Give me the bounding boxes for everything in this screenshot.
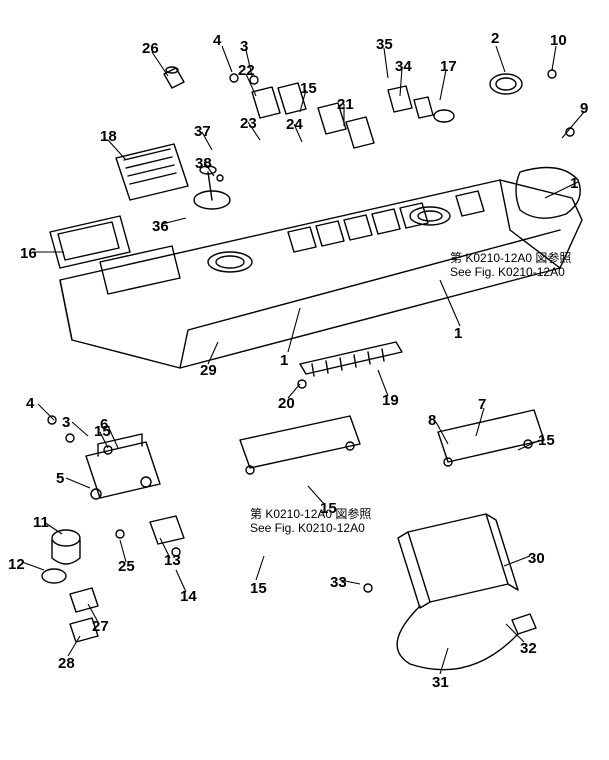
callout-15: 15 bbox=[250, 580, 267, 597]
callout-24: 24 bbox=[286, 116, 303, 133]
callout-13: 13 bbox=[164, 552, 181, 569]
callout-28: 28 bbox=[58, 655, 75, 672]
ref-fig-lower-jp: 第 K0210-12A0 図参照 bbox=[250, 507, 371, 521]
ref-fig-right-en: See Fig. K0210-12A0 bbox=[450, 265, 565, 279]
exploded-diagram-art bbox=[0, 0, 609, 760]
callout-23: 23 bbox=[240, 115, 257, 132]
diagram-stage: 1112334456789101112131415151515151617181… bbox=[0, 0, 609, 760]
callout-1: 1 bbox=[280, 352, 288, 369]
callout-4: 4 bbox=[26, 395, 34, 412]
ref-fig-lower: 第 K0210-12A0 図参照 See Fig. K0210-12A0 bbox=[250, 508, 371, 536]
callout-10: 10 bbox=[550, 32, 567, 49]
callout-36: 36 bbox=[152, 218, 169, 235]
callout-22: 22 bbox=[238, 62, 255, 79]
callout-29: 29 bbox=[200, 362, 217, 379]
callout-19: 19 bbox=[382, 392, 399, 409]
ref-fig-right: 第 K0210-12A0 図参照 See Fig. K0210-12A0 bbox=[450, 252, 571, 280]
callout-21: 21 bbox=[337, 96, 354, 113]
callout-37: 37 bbox=[194, 123, 211, 140]
callout-7: 7 bbox=[478, 396, 486, 413]
callout-34: 34 bbox=[395, 58, 412, 75]
callout-20: 20 bbox=[278, 395, 295, 412]
callout-35: 35 bbox=[376, 36, 393, 53]
callout-16: 16 bbox=[20, 245, 37, 262]
callout-1: 1 bbox=[570, 175, 578, 192]
callout-2: 2 bbox=[491, 30, 499, 47]
callout-15: 15 bbox=[300, 80, 317, 97]
callout-33: 33 bbox=[330, 574, 347, 591]
ref-fig-lower-en: See Fig. K0210-12A0 bbox=[250, 521, 365, 535]
callout-5: 5 bbox=[56, 470, 64, 487]
callout-27: 27 bbox=[92, 618, 109, 635]
callout-3: 3 bbox=[240, 38, 248, 55]
callout-1: 1 bbox=[454, 325, 462, 342]
callout-15: 15 bbox=[538, 432, 555, 449]
callout-11: 11 bbox=[33, 514, 49, 531]
callout-12: 12 bbox=[8, 556, 25, 573]
callout-38: 38 bbox=[195, 155, 212, 172]
callout-15: 15 bbox=[94, 423, 111, 440]
callout-18: 18 bbox=[100, 128, 117, 145]
callout-25: 25 bbox=[118, 558, 135, 575]
callout-17: 17 bbox=[440, 58, 457, 75]
callout-26: 26 bbox=[142, 40, 159, 57]
callout-9: 9 bbox=[580, 100, 588, 117]
callout-32: 32 bbox=[520, 640, 537, 657]
callout-8: 8 bbox=[428, 412, 436, 429]
callout-4: 4 bbox=[213, 32, 221, 49]
callout-3: 3 bbox=[62, 414, 70, 431]
ref-fig-right-jp: 第 K0210-12A0 図参照 bbox=[450, 251, 571, 265]
callout-31: 31 bbox=[432, 674, 449, 691]
callout-14: 14 bbox=[180, 588, 197, 605]
callout-30: 30 bbox=[528, 550, 545, 567]
